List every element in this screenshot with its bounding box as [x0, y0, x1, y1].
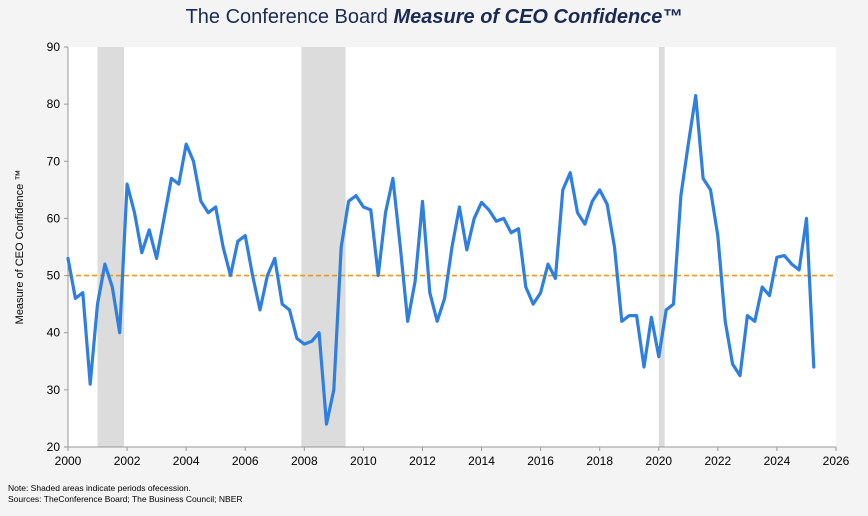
y-tick-label: 70 — [47, 154, 61, 168]
y-tick-label: 80 — [47, 97, 61, 111]
x-tick-label: 2016 — [527, 454, 554, 468]
x-tick-label: 2010 — [350, 454, 377, 468]
x-tick-label: 2022 — [704, 454, 731, 468]
x-tick-label: 2006 — [232, 454, 259, 468]
chart-title: The Conference Board Measure of CEO Conf… — [0, 6, 868, 29]
y-tick-label: 90 — [47, 40, 61, 54]
series-group — [66, 93, 816, 426]
x-tick-label: 2002 — [114, 454, 141, 468]
y-tick-label: 40 — [47, 326, 61, 340]
series-line — [66, 93, 816, 426]
x-tick-label: 2018 — [586, 454, 613, 468]
axis-labels: 20 30 40 50 60 70 80 90 2000 2002 2004 2006 2008 2010… — [14, 40, 850, 468]
x-tick-label: 2000 — [55, 454, 82, 468]
x-tick-label: 2008 — [291, 454, 318, 468]
x-tick-label: 2014 — [468, 454, 495, 468]
recession-band — [97, 47, 125, 447]
recession-band — [658, 47, 665, 447]
x-tick-label: 2020 — [645, 454, 672, 468]
y-axis-label: Measure of CEO Confidence ™ — [14, 170, 26, 325]
x-tick-label: 2026 — [823, 454, 850, 468]
x-tick-label: 2004 — [173, 454, 200, 468]
note-sources: Sources: TheConference Board; The Busine… — [8, 494, 243, 504]
y-tick-label: 30 — [47, 383, 61, 397]
y-tick-label: 50 — [47, 269, 61, 283]
x-tick-label: 2024 — [764, 454, 791, 468]
note-recession: Note: Shaded areas indicate periods ofec… — [8, 483, 191, 493]
axes — [64, 46, 837, 451]
title-plain: The Conference Board — [185, 6, 394, 28]
y-tick-label: 60 — [47, 211, 61, 225]
y-tick-label: 20 — [47, 440, 61, 454]
title-emphasis: Measure of CEO Confidence™ — [393, 6, 683, 28]
x-tick-label: 2012 — [409, 454, 436, 468]
